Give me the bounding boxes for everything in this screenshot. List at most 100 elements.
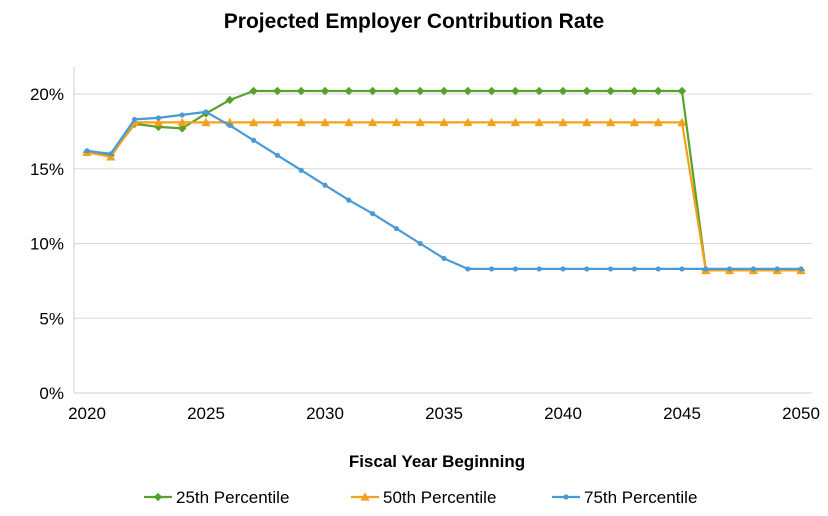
data-point-marker [391, 117, 401, 127]
data-point-marker [178, 124, 187, 133]
data-point-marker [368, 117, 378, 127]
data-point-marker [201, 117, 211, 127]
data-point-marker [677, 86, 687, 96]
data-point-marker [558, 117, 568, 127]
data-point-marker [298, 167, 304, 173]
data-point-marker [487, 86, 496, 96]
data-point-marker [489, 266, 495, 272]
x-tick-labels: 2020 2025 2030 2035 2040 2045 2050 [68, 404, 820, 423]
data-point-marker [774, 266, 780, 272]
data-point-marker [441, 255, 447, 262]
data-point-marker [798, 266, 804, 272]
series-line [86, 121, 801, 272]
data-point-marker [203, 109, 209, 115]
data-point-marker [346, 197, 352, 203]
y-tick-label: 10% [30, 235, 64, 254]
data-point-marker [563, 494, 569, 500]
data-point-marker [297, 86, 306, 96]
x-axis-title: Fiscal Year Beginning [349, 452, 525, 471]
data-point-marker [510, 117, 520, 127]
data-point-marker [227, 122, 233, 128]
x-tick-label: 2045 [663, 404, 701, 423]
data-point-marker [606, 86, 615, 96]
data-point-marker [416, 86, 425, 96]
data-point-marker [536, 266, 542, 272]
data-point-marker [225, 95, 234, 105]
data-point-marker [750, 266, 757, 272]
legend-label: 50th Percentile [383, 488, 496, 507]
data-point-marker [630, 86, 639, 96]
data-point-marker [631, 266, 638, 272]
series-50th-percentile [82, 117, 806, 275]
legend-entry: 50th Percentile [351, 488, 496, 507]
data-point-marker [463, 86, 472, 96]
data-point-marker [274, 152, 280, 158]
data-point-marker [439, 86, 449, 96]
x-tick-label: 2030 [306, 404, 344, 423]
legend: 25th Percentile 50th Percentile 75th Perce… [144, 488, 697, 507]
x-tick-label: 2025 [187, 404, 225, 423]
data-point-marker [511, 86, 520, 96]
data-point-marker [393, 225, 399, 232]
series-25th-percentile [82, 86, 806, 275]
legend-entry: 25th Percentile [144, 488, 289, 507]
data-point-marker [653, 117, 663, 127]
data-point-marker [465, 266, 471, 272]
data-point-marker [273, 86, 282, 96]
data-point-marker [155, 115, 161, 121]
data-point-marker [582, 117, 592, 127]
data-point-marker [439, 117, 449, 127]
data-point-marker [344, 86, 353, 96]
data-point-marker [179, 112, 185, 118]
data-point-marker [415, 117, 425, 127]
data-point-marker [629, 117, 639, 127]
data-point-marker [249, 86, 258, 96]
data-point-marker [727, 266, 733, 272]
data-point-marker [320, 86, 330, 96]
data-point-marker [558, 86, 568, 96]
data-point-marker [272, 117, 282, 127]
data-point-marker [296, 117, 306, 127]
data-point-marker [177, 117, 187, 127]
data-point-marker [360, 492, 370, 501]
legend-label: 25th Percentile [176, 488, 289, 507]
series-lines [82, 86, 806, 275]
data-point-marker [153, 492, 163, 502]
data-point-marker [535, 86, 544, 96]
data-point-marker [584, 266, 590, 272]
y-tick-label: 20% [30, 85, 64, 104]
data-point-marker [344, 117, 354, 127]
data-point-marker [251, 137, 257, 143]
data-point-marker [655, 266, 661, 272]
data-point-marker [582, 86, 591, 96]
axes [73, 67, 812, 394]
x-tick-label: 2020 [68, 404, 106, 423]
data-point-marker [249, 117, 259, 127]
data-point-marker [132, 116, 138, 123]
legend-entry: 75th Percentile [552, 488, 697, 507]
data-point-marker [703, 266, 709, 272]
data-point-marker [534, 117, 544, 127]
data-point-marker [463, 117, 473, 127]
x-tick-label: 2040 [544, 404, 582, 423]
y-tick-labels: 0% 5% 10% 15% 20% [30, 85, 64, 403]
data-point-marker [153, 117, 163, 127]
data-point-marker [654, 86, 663, 96]
x-tick-label: 2035 [425, 404, 463, 423]
grid-lines [74, 93, 812, 319]
data-point-marker [368, 86, 377, 96]
data-point-marker [322, 182, 328, 188]
x-tick-label: 2050 [782, 404, 820, 423]
y-tick-label: 15% [30, 160, 64, 179]
data-point-marker [370, 211, 376, 217]
data-point-marker [606, 117, 616, 127]
data-point-marker [417, 240, 423, 247]
y-tick-label: 5% [39, 309, 64, 328]
data-point-marker [608, 266, 614, 272]
data-point-marker [84, 148, 90, 154]
data-point-marker [487, 117, 497, 127]
data-point-marker [679, 266, 685, 272]
data-point-marker [512, 266, 519, 272]
